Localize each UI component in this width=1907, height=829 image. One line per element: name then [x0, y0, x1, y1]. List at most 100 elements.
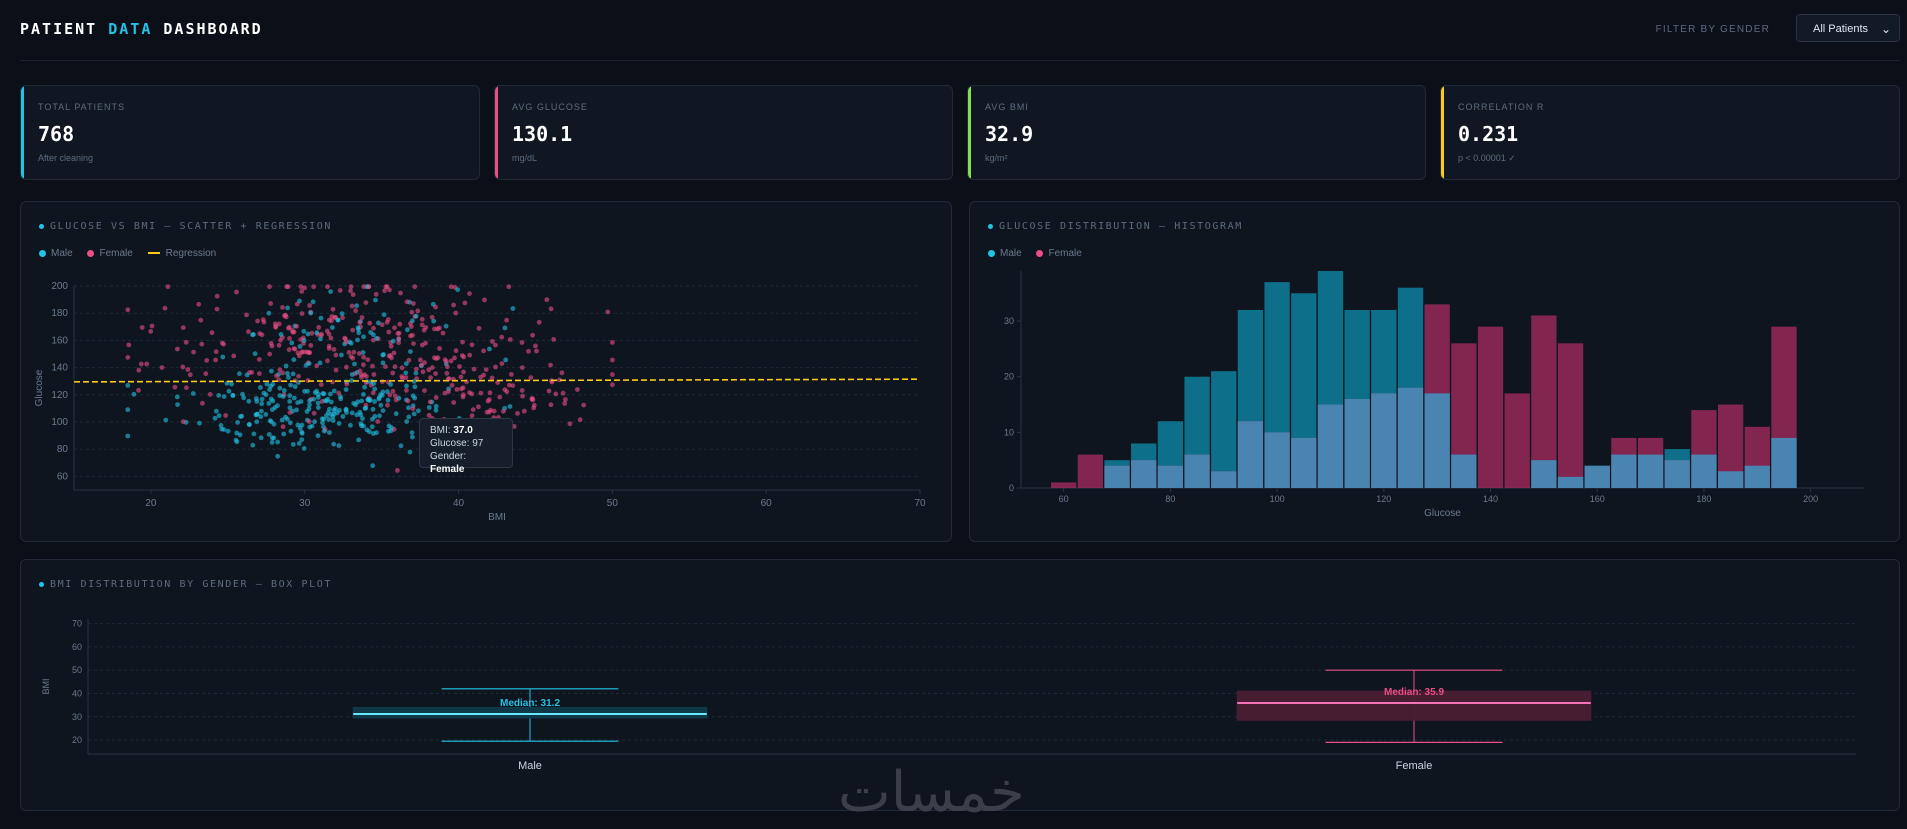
scatter-point-male	[280, 394, 286, 399]
scatter-point-female	[214, 293, 220, 299]
scatter-point-male	[269, 368, 274, 374]
scatter-point-female	[553, 391, 559, 397]
scatter-point-female	[139, 325, 145, 330]
scatter-point-male	[503, 357, 509, 363]
scatter-point-female	[299, 311, 305, 316]
y-tick-label: 30	[72, 712, 82, 722]
scatter-point-female	[257, 331, 263, 336]
x-tick-label: 100	[1270, 494, 1285, 504]
x-axis-label: Glucose	[1424, 508, 1461, 519]
scatter-point-female	[469, 342, 475, 348]
scatter-point-female	[453, 310, 459, 316]
histogram-legend: Male Female	[988, 248, 1094, 259]
scatter-point-female	[419, 362, 424, 368]
legend-item-male[interactable]: Male	[39, 248, 73, 259]
histogram-bar-overlap	[1157, 465, 1184, 488]
scatter-point-male	[443, 323, 449, 329]
scatter-point-male	[352, 361, 357, 367]
scatter-point-male	[291, 395, 297, 401]
y-tick-label: 60	[72, 642, 82, 652]
scatter-point-male	[349, 410, 355, 416]
legend-item-regression[interactable]: Regression	[147, 248, 216, 259]
scatter-point-female	[125, 355, 131, 360]
scatter-point-male	[258, 385, 263, 390]
histogram-bar-overlap	[1371, 393, 1397, 488]
header: PATIENT DATA DASHBOARD FILTER BY GENDER …	[20, 0, 1900, 61]
legend-item-female[interactable]: Female	[87, 248, 133, 259]
scatter-point-female	[530, 397, 536, 403]
scatter-point-female	[454, 387, 460, 392]
scatter-point-female	[575, 387, 580, 392]
scatter-point-male	[250, 442, 256, 448]
scatter-point-female	[183, 339, 189, 345]
title-part-1: PATIENT	[20, 20, 98, 38]
scatter-point-female	[249, 370, 255, 375]
scatter-point-male	[294, 407, 299, 413]
scatter-point-male	[406, 405, 411, 411]
scatter-point-female	[391, 350, 397, 356]
scatter-point-female	[278, 337, 283, 343]
scatter-point-male	[433, 403, 439, 409]
scatter-point-female	[515, 411, 520, 416]
scatter-point-female	[326, 331, 332, 337]
scatter-point-male	[372, 399, 377, 404]
histogram-bar-overlap	[1317, 404, 1344, 488]
histogram-chart: 0 10 20 30 60 80 100 120 140 160 180 200 Glucose	[1004, 271, 1864, 519]
scatter-point-male	[426, 405, 432, 410]
scatter-point-male	[258, 435, 264, 441]
scatter-point-female	[203, 371, 209, 377]
scatter-point-male	[315, 433, 321, 439]
scatter-point-female	[180, 325, 186, 330]
scatter-point-male	[377, 413, 382, 419]
scatter-point-female	[286, 347, 292, 353]
scatter-point-female	[280, 424, 286, 430]
scatter-point-male	[226, 388, 232, 394]
scatter-point-female	[333, 367, 339, 373]
scatter-point-female	[386, 329, 392, 335]
scatter-point-male	[502, 325, 508, 331]
y-tick-label: 120	[51, 390, 68, 401]
scatter-point-male	[283, 363, 289, 369]
scatter-point-male	[404, 383, 409, 389]
scatter-point-male	[263, 412, 269, 417]
histogram-bar-overlap	[1744, 465, 1770, 488]
scatter-point-male	[174, 394, 180, 400]
scatter-point-male	[398, 443, 404, 449]
scatter-point-female	[350, 292, 356, 297]
scatter-point-male	[380, 360, 386, 366]
scatter-point-female	[138, 361, 144, 367]
x-tick-label: 140	[1483, 494, 1498, 504]
kpi-sub: p < 0.00001 ✓	[1458, 153, 1516, 163]
scatter-point-female	[330, 306, 336, 312]
scatter-point-female	[382, 288, 387, 294]
gender-filter-select[interactable]: All Patients ⌄	[1796, 14, 1900, 42]
legend-item-male[interactable]: Male	[988, 248, 1022, 259]
scatter-point-male	[289, 340, 295, 346]
scatter-point-female	[418, 357, 423, 363]
scatter-point-female	[567, 421, 573, 427]
scatter-point-female	[429, 314, 435, 320]
scatter-point-female	[277, 367, 283, 373]
histogram-bar-overlap	[1344, 398, 1370, 488]
scatter-point-male	[326, 417, 332, 422]
scatter-point-female	[364, 374, 369, 379]
scatter-point-male	[259, 408, 264, 414]
scatter-point-female	[610, 340, 615, 345]
scatter-point-male	[212, 415, 218, 421]
scatter-point-male	[288, 382, 293, 388]
scatter-point-male	[363, 405, 369, 411]
scatter-point-male	[131, 391, 137, 397]
histogram-bar-female	[1051, 482, 1077, 488]
legend-item-female[interactable]: Female	[1036, 248, 1082, 259]
scatter-point-male	[353, 402, 359, 408]
x-tick-label: 60	[1059, 494, 1069, 504]
scatter-point-female	[268, 301, 273, 306]
scatter-point-female	[530, 332, 535, 338]
scatter-point-female	[481, 348, 486, 354]
x-tick-label: 180	[1696, 494, 1711, 504]
scatter-point-female	[255, 318, 260, 324]
histogram-bar-overlap	[1771, 437, 1797, 488]
scatter-point-male	[408, 349, 413, 354]
scatter-point-male	[298, 399, 304, 404]
scatter-point-male	[388, 382, 393, 387]
